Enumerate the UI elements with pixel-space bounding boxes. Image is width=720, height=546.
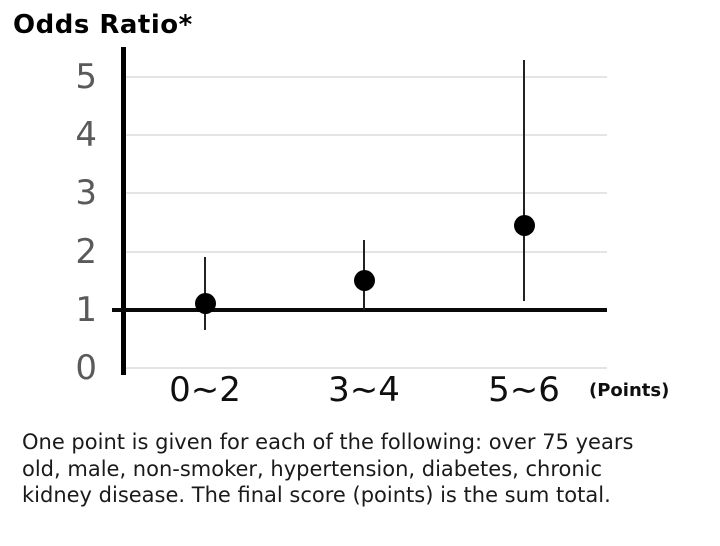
gridline-y-4 <box>123 134 607 137</box>
y-tick-label-5: 5 <box>75 57 97 97</box>
y-tick-label-4: 4 <box>75 115 97 156</box>
reference-line-or-1 <box>112 308 607 312</box>
y-tick-label-1: 1 <box>75 289 97 330</box>
x-axis-unit-label: (Points) <box>589 380 670 401</box>
data-point-1 <box>194 293 216 315</box>
x-category-label-2: 3∼4 <box>328 370 400 410</box>
y-axis-line <box>121 47 126 375</box>
error-bar-3 <box>523 59 525 302</box>
gridline-y-3 <box>123 192 607 195</box>
x-category-label-1: 0∼2 <box>169 370 241 410</box>
data-point-2 <box>353 270 375 292</box>
y-tick-label-3: 3 <box>75 173 97 214</box>
chart-title: Odds Ratio* <box>13 10 193 40</box>
x-category-label-3: 5∼6 <box>488 370 560 410</box>
y-tick-label-2: 2 <box>75 231 97 272</box>
data-point-3 <box>513 214 535 236</box>
footnote: One point is given for each of the follo… <box>22 430 634 507</box>
gridline-y-2 <box>123 250 607 253</box>
gridline-y-0 <box>123 367 607 369</box>
gridline-y-5 <box>123 76 607 78</box>
y-tick-label-0: 0 <box>75 348 97 388</box>
